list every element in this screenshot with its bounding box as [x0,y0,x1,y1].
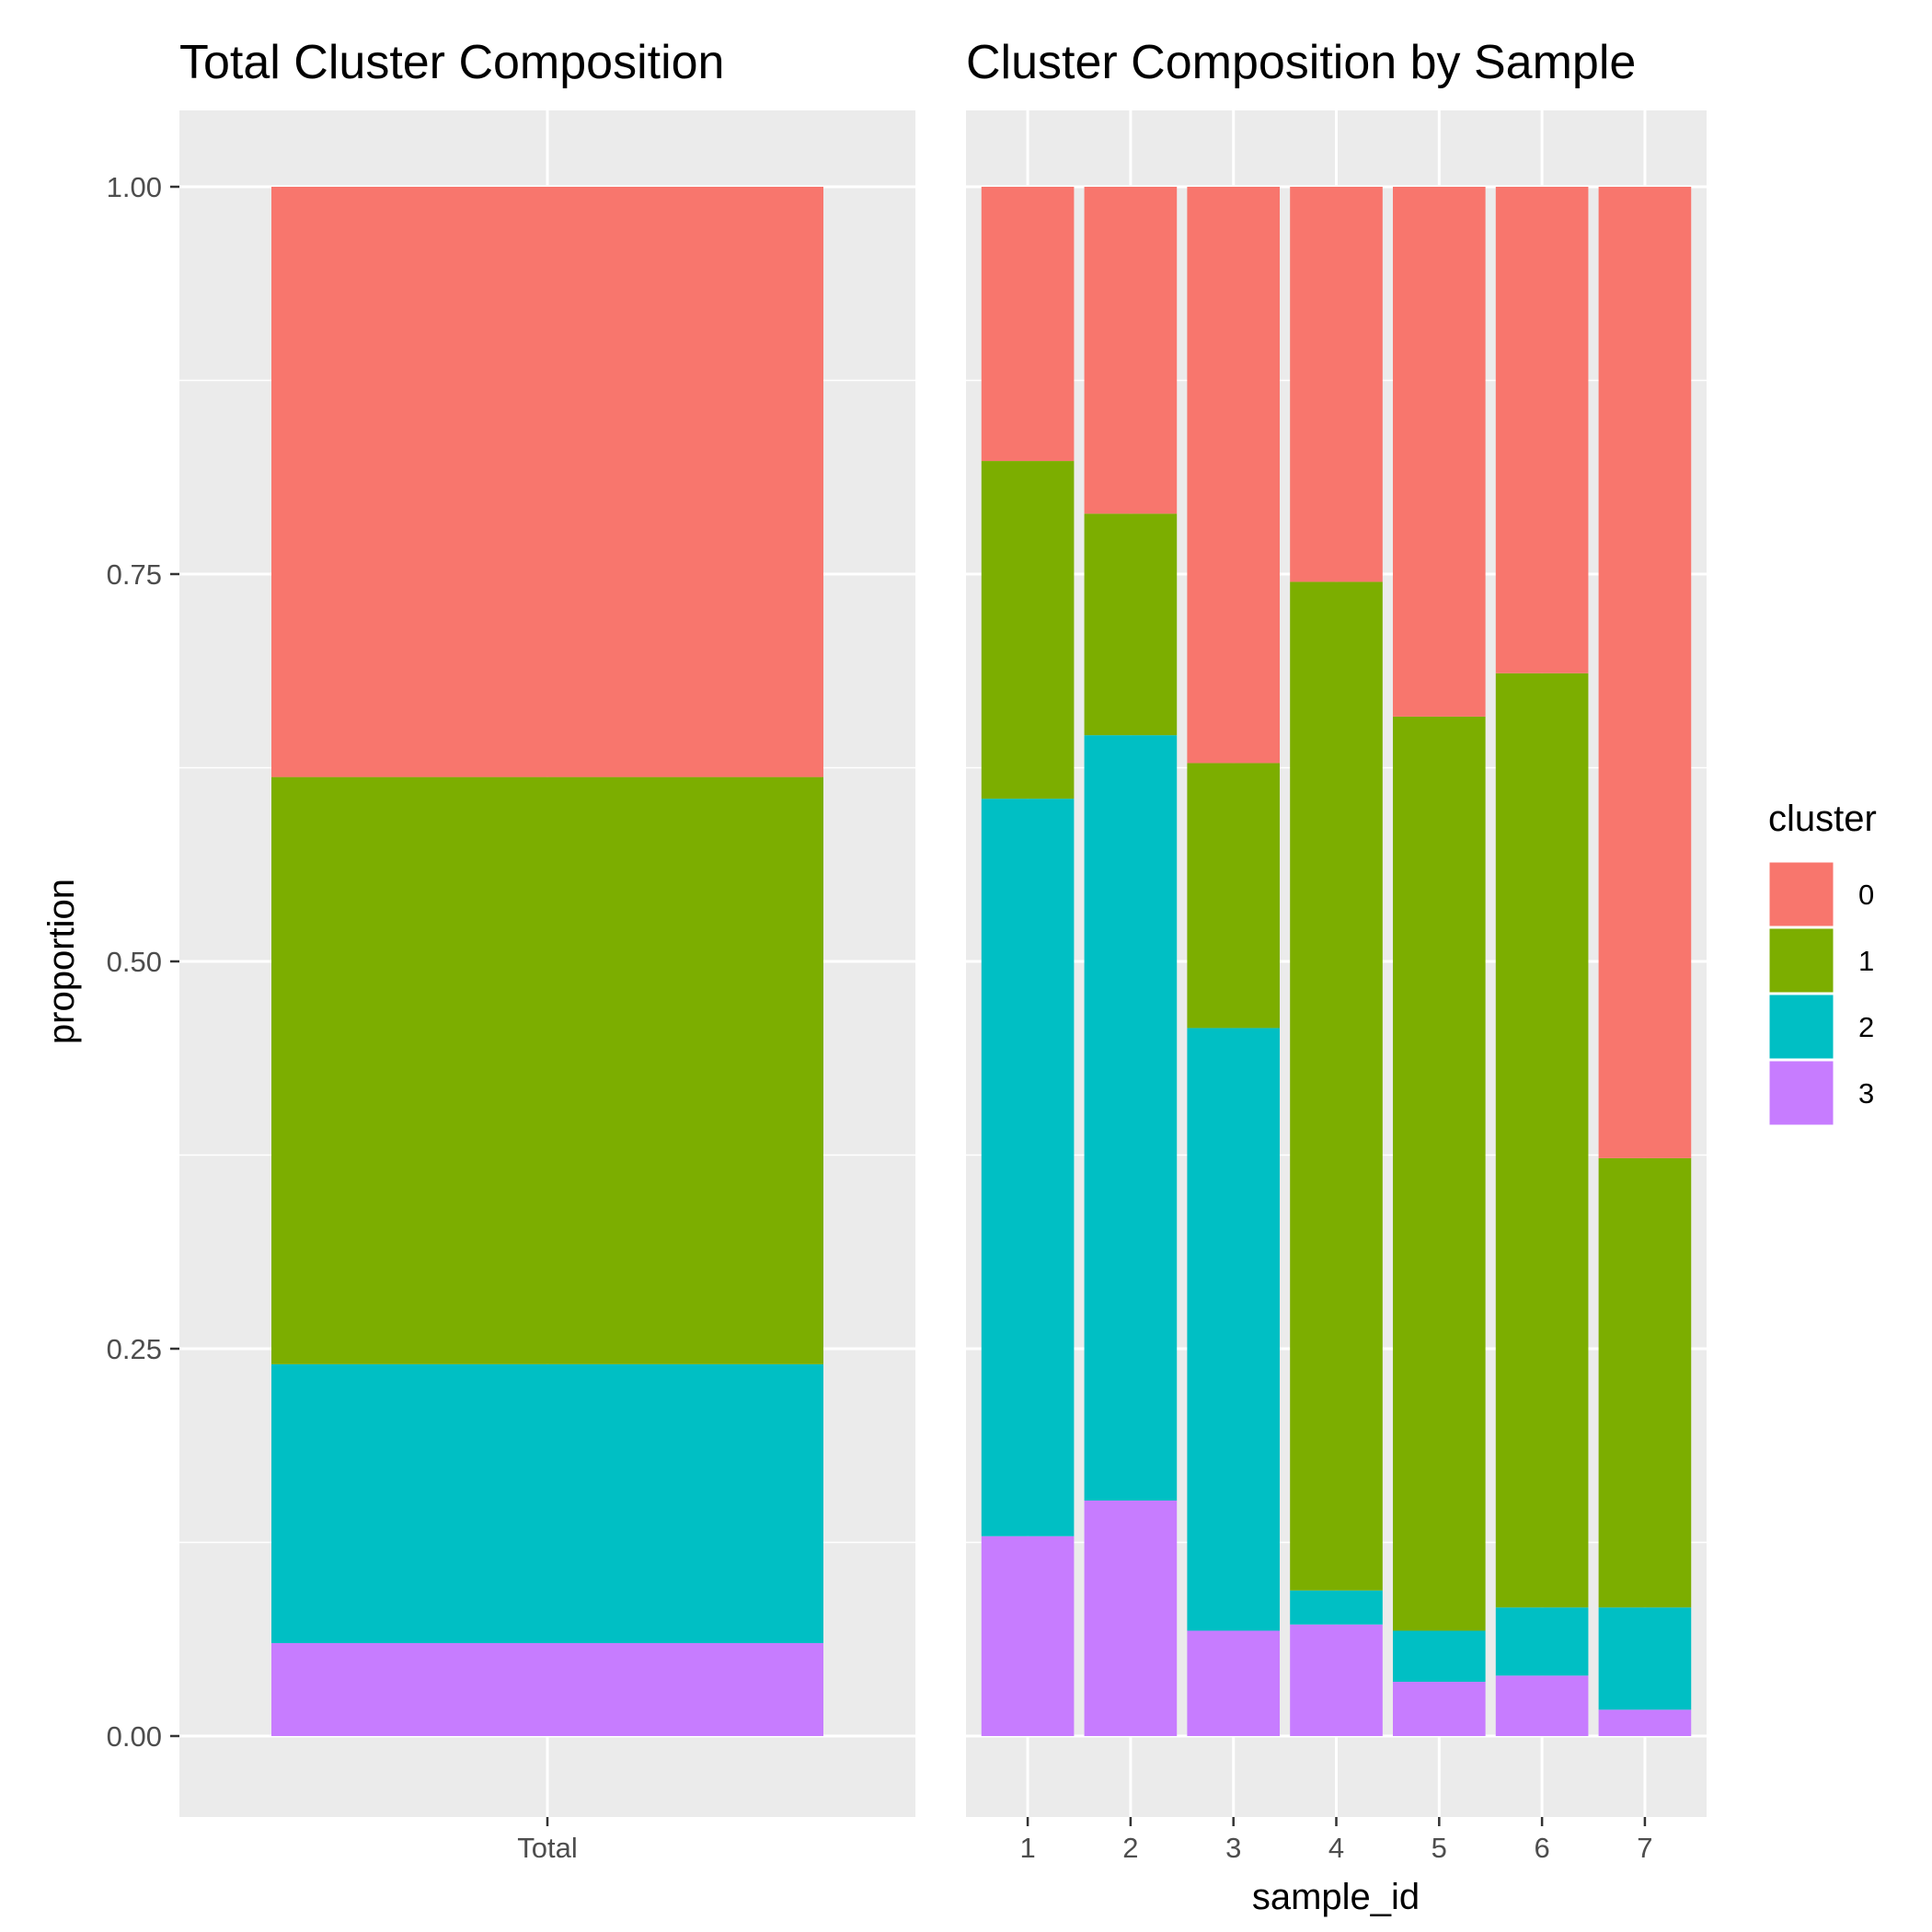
x-tick-label: 3 [1225,1832,1241,1864]
bar-segment-cluster-2 [1084,735,1178,1501]
bar-segment-cluster-1 [1290,581,1383,1591]
bar-segment-cluster-1 [1598,1157,1692,1608]
bar-segment-cluster-3 [1495,1675,1589,1736]
legend-key-cluster-0 [1766,859,1836,929]
total-composition-panel: 0.00 0.25 0.50 0.75 1.00 Total Total Cluster… [41,36,915,1864]
x-tick-label: 7 [1637,1832,1652,1864]
bar-segment-cluster-1 [1084,513,1178,736]
bar-segment-cluster-1 [1392,716,1486,1631]
bar-segment-cluster-3 [1084,1501,1178,1736]
left-y-axis-label: proportion [41,879,82,1044]
y-tick-label: 0.25 [107,1333,162,1365]
bar-segment-cluster-0 [1598,187,1692,1158]
bar-segment-cluster-0 [1495,187,1589,673]
bar-segment-cluster-3 [1187,1630,1281,1736]
bar-segment-cluster-2 [1290,1590,1383,1625]
legend-label-cluster-2: 2 [1858,1011,1874,1043]
x-tick-label: 4 [1328,1832,1344,1864]
y-tick-label: 0.00 [107,1720,162,1753]
bar-segment-cluster-0 [1084,187,1178,514]
bar-segment-cluster-1 [981,461,1075,799]
bar-segment-cluster-2 [1392,1630,1486,1683]
y-tick-label: 0.50 [107,946,162,978]
bar-segment-cluster-2 [1598,1607,1692,1710]
bar-segment-cluster-1 [1187,763,1281,1029]
bar-segment-cluster-3 [1290,1624,1383,1736]
left-x-ticks: Total [517,1817,578,1864]
bar-segment-cluster-0 [1392,187,1486,717]
right-bars [981,187,1692,1736]
left-chart-title: Total Cluster Composition [179,36,724,89]
left-bars [271,187,823,1736]
legend-items: 0 1 2 3 [1766,859,1874,1128]
bar-segment-cluster-3 [271,1642,823,1736]
bar-segment-cluster-2 [1495,1607,1589,1676]
x-tick-label: Total [517,1832,577,1864]
bar-segment-cluster-2 [981,799,1075,1536]
bar-segment-cluster-2 [1187,1028,1281,1631]
bar-segment-cluster-3 [981,1535,1075,1736]
legend-label-cluster-3: 3 [1858,1077,1874,1110]
legend-label-cluster-0: 0 [1858,879,1874,911]
right-x-ticks: 1 2 3 4 5 6 7 [1019,1817,1653,1864]
bar-segment-cluster-3 [1392,1682,1486,1736]
legend-title: cluster [1768,799,1877,839]
legend: cluster 0 1 2 3 [1766,799,1877,1128]
y-tick-label: 1.00 [107,171,162,203]
bar-segment-cluster-0 [1290,187,1383,582]
bar-segment-cluster-1 [1495,673,1589,1608]
legend-key-cluster-2 [1766,992,1836,1062]
right-x-axis-label: sample_id [1252,1877,1420,1917]
x-tick-label: 1 [1019,1832,1035,1864]
x-tick-label: 5 [1432,1832,1447,1864]
bar-segment-cluster-3 [1598,1709,1692,1736]
y-tick-label: 0.75 [107,558,162,591]
bar-segment-cluster-2 [271,1363,823,1643]
left-y-ticks: 0.00 0.25 0.50 0.75 1.00 [107,171,179,1753]
bar-segment-cluster-1 [271,776,823,1364]
legend-key-cluster-3 [1766,1058,1836,1128]
sample-composition-panel: 1 2 3 4 5 6 7 Cluster Composition by Sample sa… [966,36,1707,1917]
legend-label-cluster-1: 1 [1858,945,1874,977]
bar-segment-cluster-0 [1187,187,1281,764]
bar-segment-cluster-0 [271,187,823,777]
right-chart-title: Cluster Composition by Sample [966,36,1636,89]
bar-segment-cluster-0 [981,187,1075,462]
x-tick-label: 6 [1534,1832,1549,1864]
x-tick-label: 2 [1122,1832,1138,1864]
legend-key-cluster-1 [1766,926,1836,995]
